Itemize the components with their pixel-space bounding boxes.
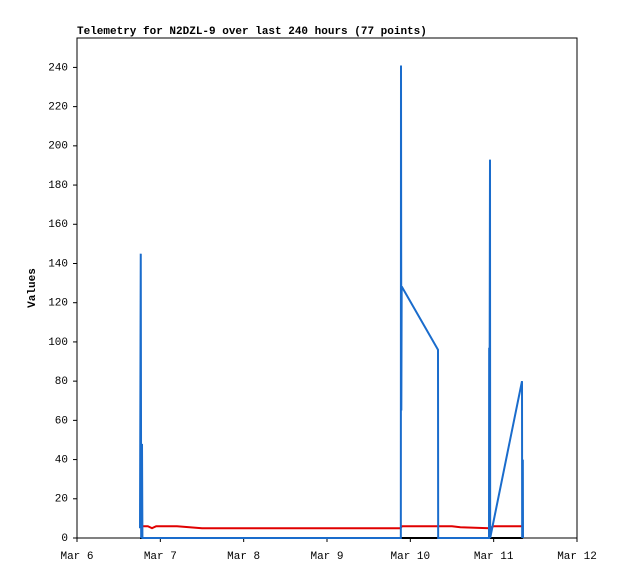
y-tick-label: 0 (61, 533, 68, 545)
x-tick-label: Mar 8 (227, 551, 260, 563)
y-axis-label: Values (27, 268, 39, 308)
x-tick-label: Mar 6 (60, 551, 93, 563)
x-tick-label: Mar 9 (310, 551, 343, 563)
x-tick-label: Mar 11 (474, 551, 514, 563)
x-tick-label: Mar 10 (391, 551, 431, 563)
y-tick-label: 120 (48, 298, 68, 310)
y-tick-label: 180 (48, 180, 68, 192)
y-tick-label: 60 (55, 415, 68, 427)
y-tick-label: 240 (48, 62, 68, 74)
y-tick-label: 160 (48, 219, 68, 231)
y-tick-label: 80 (55, 376, 68, 388)
x-tick-label: Mar 12 (557, 551, 597, 563)
y-tick-label: 140 (48, 258, 68, 270)
y-tick-label: 20 (55, 494, 68, 506)
x-tick-label: Mar 7 (144, 551, 177, 563)
y-tick-label: 200 (48, 141, 68, 153)
y-tick-label: 100 (48, 337, 68, 349)
y-tick-label: 40 (55, 454, 68, 466)
y-tick-label: 220 (48, 102, 68, 114)
chart-title: Telemetry for N2DZL-9 over last 240 hour… (77, 26, 427, 38)
series-line (139, 65, 524, 539)
